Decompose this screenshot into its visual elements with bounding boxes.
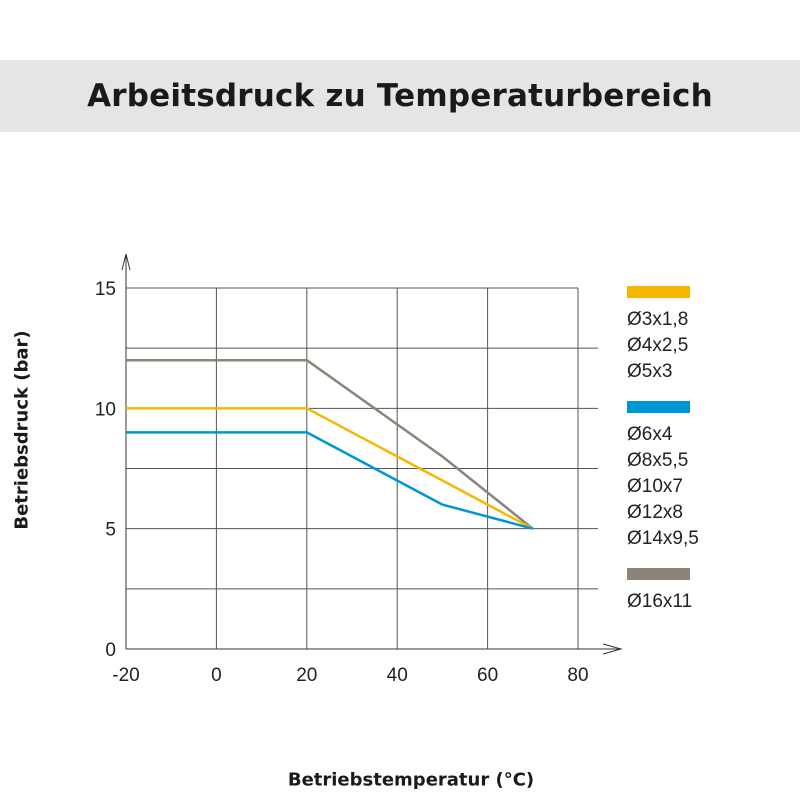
y-tick-label: 15 (95, 279, 116, 300)
title-bar: Arbeitsdruck zu Temperaturbereich (0, 60, 800, 132)
x-tick-label: 60 (477, 665, 498, 686)
legend-swatch-grey (627, 568, 690, 580)
y-axis-label: Betriebsdruck (bar) (11, 330, 33, 530)
legend-item: Ø12x8 (627, 502, 683, 523)
legend-group-blue: Ø6x4 Ø8x5,5 Ø10x7 Ø12x8 Ø14x9,5 (627, 401, 787, 552)
x-tick-label: -20 (112, 665, 139, 686)
legend-item: Ø8x5,5 (627, 450, 689, 471)
legend-swatch-blue (627, 401, 690, 413)
legend-item: Ø6x4 (627, 424, 673, 445)
chart-title: Arbeitsdruck zu Temperaturbereich (87, 78, 713, 114)
x-tick-label: 20 (296, 665, 317, 686)
x-axis-arrow (602, 643, 623, 655)
legend-group-grey: Ø16x11 (627, 568, 787, 615)
legend-item: Ø5x3 (627, 361, 673, 382)
y-tick-label: 10 (95, 399, 116, 420)
y-tick-label: 5 (105, 520, 116, 541)
series-line (126, 358, 534, 530)
legend-item: Ø14x9,5 (627, 528, 699, 549)
series-line (126, 431, 534, 530)
x-tick-label: 0 (211, 665, 222, 686)
x-tick-label: 80 (567, 665, 588, 686)
x-axis-label: Betriebstemperatur (°C) (287, 769, 535, 791)
series-line (126, 407, 534, 530)
y-axis-arrow (121, 253, 131, 271)
legend-item: Ø16x11 (627, 591, 693, 612)
legend: Ø3x1,8 Ø4x2,5 Ø5x3 Ø6x4 Ø8x5,5 Ø10x7 Ø12… (627, 286, 787, 631)
legend-item: Ø10x7 (627, 476, 683, 497)
legend-item: Ø3x1,8 (627, 309, 689, 330)
legend-group-yellow: Ø3x1,8 Ø4x2,5 Ø5x3 (627, 286, 787, 385)
legend-swatch-yellow (627, 286, 690, 298)
y-tick-label: 0 (105, 640, 116, 661)
legend-item: Ø4x2,5 (627, 335, 689, 356)
x-tick-label: 40 (387, 665, 408, 686)
